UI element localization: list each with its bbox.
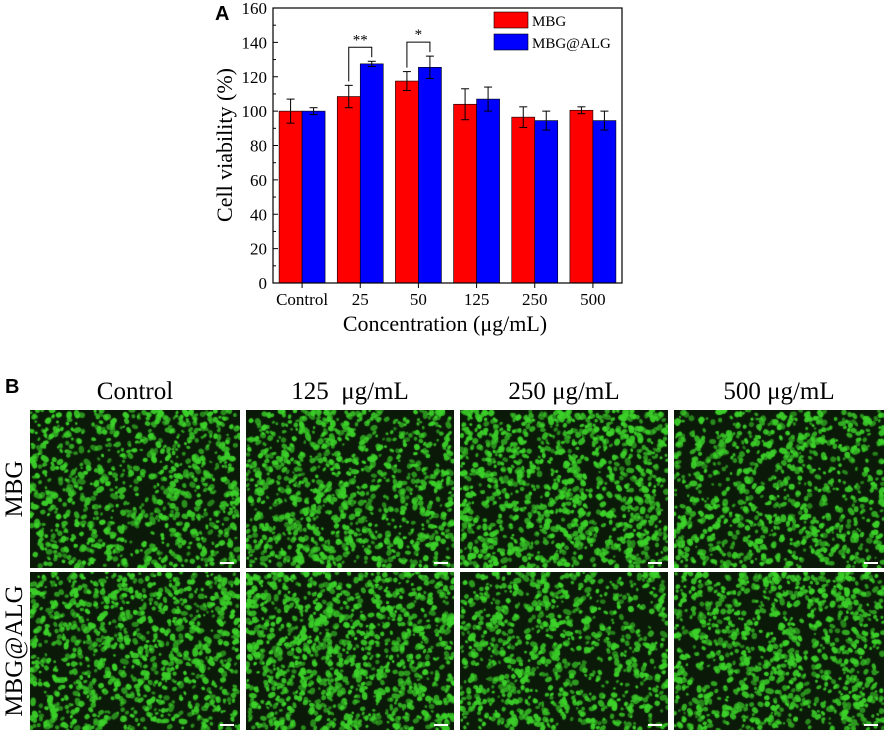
- bar-mbg-alg-control: [301, 110, 326, 284]
- bar-mbg-50: [395, 80, 419, 284]
- x-tick-label: 50: [410, 290, 427, 309]
- y-tick-label: 100: [242, 102, 268, 121]
- column-header-control: Control: [96, 378, 174, 405]
- y-tick-label: 160: [242, 0, 268, 18]
- significance-marker: *: [415, 27, 423, 43]
- column-header-250: 250 μg/mL: [508, 378, 620, 405]
- x-tick-label: 500: [580, 290, 606, 309]
- scale-bar: [434, 562, 448, 564]
- micrograph-mbg-control: [30, 410, 240, 568]
- bar-mbg-alg-50: [418, 66, 442, 284]
- legend-label: MBG@ALG: [532, 36, 611, 52]
- bar-mbg-alg-125: [476, 98, 500, 284]
- scale-bar: [220, 724, 234, 726]
- bar-mbg-500: [569, 109, 594, 284]
- bar-mbg-alg-25: [359, 63, 384, 284]
- column-header-125: 125 μg/mL: [291, 378, 409, 405]
- micrograph-mbg-250: [460, 410, 668, 568]
- micrograph-mbg-125: [246, 410, 454, 568]
- panel-a-label: A: [215, 3, 229, 25]
- bar-mbg-250: [511, 116, 536, 284]
- y-tick-label: 140: [242, 33, 268, 52]
- y-tick-label: 120: [242, 68, 268, 87]
- y-tick-label: 80: [250, 137, 267, 156]
- row-label-mbg: MBG: [1, 460, 28, 518]
- scale-bar: [220, 562, 234, 564]
- x-tick-label: 25: [352, 290, 369, 309]
- legend-swatch: [493, 33, 529, 51]
- micrograph-mbg-500: [674, 410, 884, 568]
- plot-area: Control 25 50 125 250 500** *02040608010012014…: [242, 0, 623, 309]
- x-tick-label: 250: [522, 290, 548, 309]
- bar-mbg-control: [278, 110, 303, 284]
- scale-bar: [648, 562, 662, 564]
- micrograph-mbgalg-250: [460, 572, 668, 730]
- row-label-mbg-alg: MBG@ALG: [1, 585, 28, 717]
- scale-bar: [864, 724, 878, 726]
- micrograph-mbgalg-500: [674, 572, 884, 730]
- x-tick-label: 125: [464, 290, 490, 309]
- micrograph-mbgalg-control: [30, 572, 240, 730]
- significance-bracket: [406, 41, 431, 68]
- legend-swatch: [493, 11, 529, 29]
- significance-marker: **: [353, 32, 368, 48]
- legend-label: MBG: [532, 14, 566, 30]
- micrograph-mbgalg-125: [246, 572, 454, 730]
- y-tick-label: 20: [250, 240, 267, 259]
- y-axis-title: Cell viability (%): [212, 68, 237, 222]
- bar-chart: A Control 25 50 125 250 500** *020406080100120…: [212, 0, 623, 336]
- scale-bar: [648, 724, 662, 726]
- y-tick-label: 0: [259, 274, 268, 293]
- x-tick-label: Control: [276, 290, 328, 309]
- bar-mbg-25: [336, 96, 361, 284]
- scale-bar: [434, 724, 448, 726]
- y-tick-label: 40: [250, 205, 267, 224]
- column-header-500: 500 μg/mL: [723, 378, 835, 405]
- bar-mbg-125: [453, 103, 477, 284]
- bar-mbg-alg-250: [534, 120, 559, 284]
- x-axis-title: Concentration (μg/mL): [343, 311, 547, 336]
- panel-b-label: B: [5, 376, 20, 398]
- significance-bracket: [348, 46, 373, 82]
- bar-mbg-alg-500: [592, 120, 617, 284]
- scale-bar: [864, 562, 878, 564]
- y-tick-label: 60: [250, 171, 267, 190]
